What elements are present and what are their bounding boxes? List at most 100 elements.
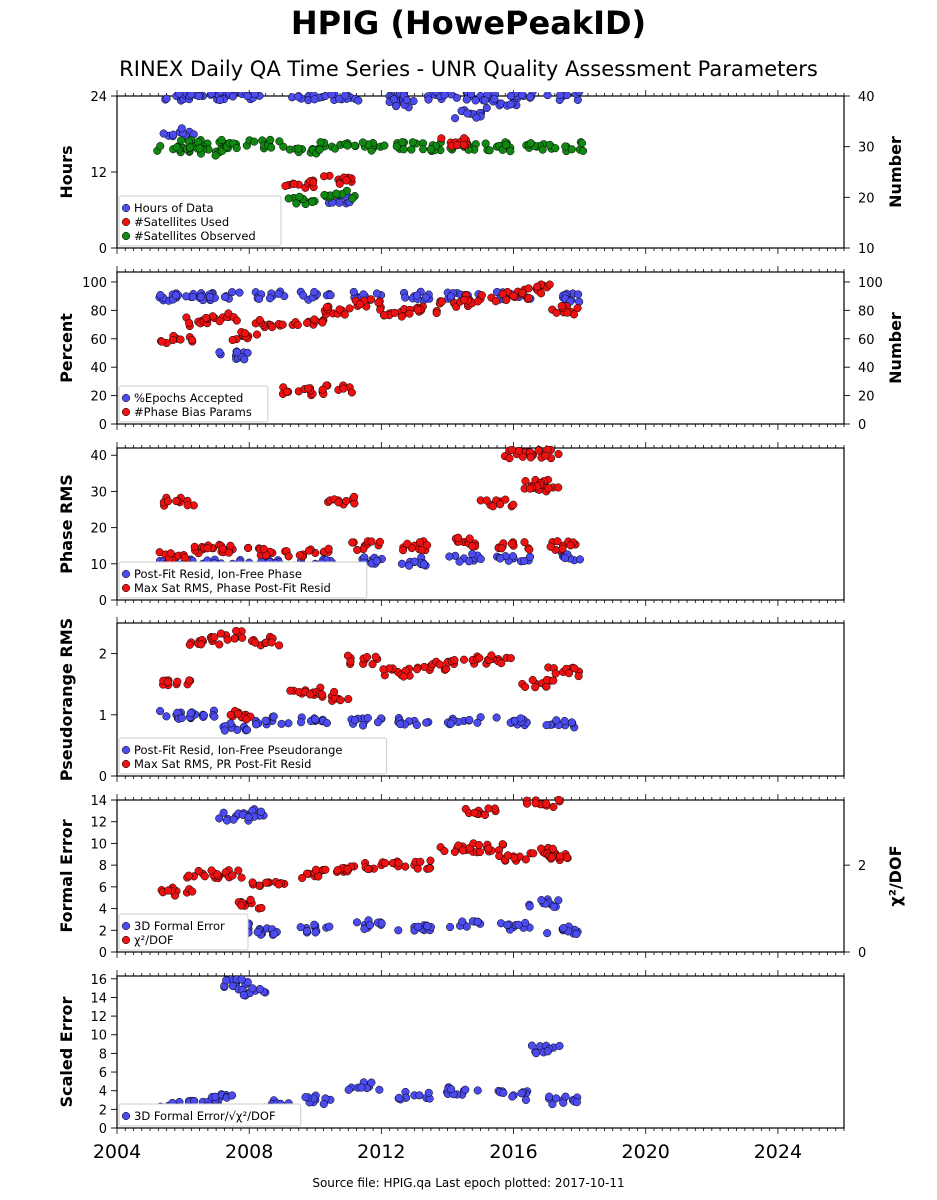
data-point: [402, 96, 411, 105]
data-point: [394, 926, 403, 935]
data-point: [298, 873, 307, 883]
data-point: [473, 718, 482, 727]
data-point: [395, 1093, 404, 1102]
data-point: [237, 975, 246, 984]
data-point: [348, 194, 357, 203]
data-point: [450, 847, 459, 856]
legend-marker: [121, 935, 131, 945]
data-point: [464, 557, 474, 566]
data-point: [521, 682, 530, 691]
data-point: [269, 712, 278, 721]
data-point: [350, 141, 359, 150]
data-point: [228, 335, 237, 345]
data-point: [399, 546, 408, 555]
y-tick-label: 0: [99, 242, 107, 257]
data-point: [490, 95, 499, 104]
data-point: [371, 652, 380, 661]
data-point: [255, 984, 265, 994]
data-point: [531, 799, 540, 808]
data-point: [419, 560, 428, 569]
data-point: [362, 653, 372, 662]
data-point: [210, 712, 219, 721]
data-point: [335, 179, 344, 188]
y-axis-label: Percent: [57, 313, 76, 383]
data-point: [177, 136, 186, 145]
data-point: [255, 315, 264, 325]
data-point: [447, 719, 456, 728]
data-point: [270, 929, 279, 938]
data-point: [575, 555, 584, 564]
y-tick-label: 12: [90, 816, 107, 831]
data-point: [226, 710, 235, 719]
data-point: [410, 557, 419, 566]
data-point: [551, 144, 560, 153]
data-point: [308, 197, 317, 207]
data-point: [463, 109, 472, 118]
data-point: [340, 310, 349, 319]
data-point: [293, 320, 302, 330]
data-point: [215, 317, 224, 326]
data-point: [228, 871, 237, 880]
data-point: [462, 95, 471, 104]
data-point: [460, 134, 469, 143]
data-point: [556, 852, 565, 861]
data-point: [367, 537, 376, 546]
points-layer: [156, 626, 584, 735]
data-point: [227, 1091, 237, 1100]
data-point: [499, 1088, 508, 1097]
data-point: [418, 145, 428, 154]
data-point: [169, 130, 178, 139]
data-point: [296, 718, 306, 727]
data-point: [186, 143, 195, 152]
data-point: [257, 903, 266, 913]
data-point: [185, 640, 194, 649]
y-tick-label: 1: [99, 709, 107, 724]
points-layer: [155, 445, 584, 573]
data-point: [352, 918, 362, 927]
data-point: [268, 323, 277, 332]
data-point: [473, 1086, 482, 1095]
data-point: [322, 303, 332, 312]
data-point: [302, 926, 312, 936]
data-point: [253, 928, 262, 937]
data-point: [281, 181, 290, 190]
x-tick-label: 2008: [225, 1141, 273, 1163]
y-tick-label: 14: [90, 991, 107, 1006]
data-point: [401, 293, 410, 302]
y-tick-label: 30: [90, 485, 107, 500]
data-point: [223, 635, 232, 644]
source-footer: Source file: HPIG.qa Last epoch plotted:…: [312, 1176, 625, 1190]
data-point: [230, 634, 239, 643]
data-point: [505, 454, 514, 463]
data-point: [520, 556, 529, 565]
legend-label: %Epochs Accepted: [134, 391, 243, 405]
y-tick-label: 2: [99, 924, 107, 939]
data-point: [468, 542, 477, 551]
data-point: [502, 295, 511, 305]
data-point: [527, 1041, 536, 1050]
page-subtitle: RINEX Daily QA Time Series - UNR Quality…: [119, 57, 818, 81]
y-tick-label: 8: [99, 859, 107, 874]
y-tick-label: 24: [90, 90, 107, 105]
data-point: [412, 720, 421, 730]
data-point: [551, 669, 560, 678]
data-point: [461, 1085, 470, 1094]
data-point: [315, 145, 324, 154]
data-point: [475, 654, 484, 663]
y-tick-label: 60: [90, 333, 107, 348]
data-point: [207, 866, 216, 875]
data-point: [196, 292, 205, 301]
y-tick-label: 20: [90, 390, 107, 405]
data-point: [488, 502, 497, 511]
legend-label: #Satellites Observed: [134, 229, 256, 243]
data-point: [525, 545, 534, 554]
data-point: [187, 92, 196, 99]
data-point: [376, 305, 385, 314]
data-point: [368, 660, 377, 669]
data-point: [501, 140, 511, 149]
data-point: [301, 1093, 310, 1102]
data-point: [330, 687, 339, 696]
data-point: [409, 97, 418, 106]
data-point: [344, 1085, 353, 1094]
